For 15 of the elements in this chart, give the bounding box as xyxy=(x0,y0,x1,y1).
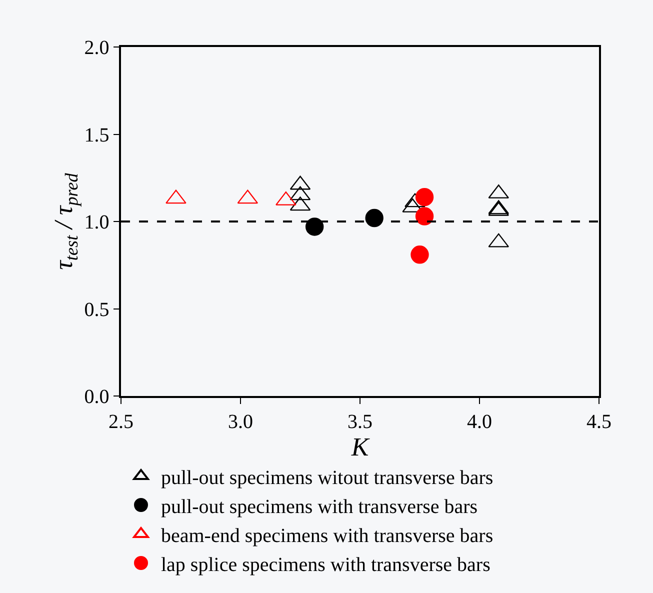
x-tick-label: 3.5 xyxy=(348,410,372,433)
y-tick-label: 2.0 xyxy=(84,37,110,59)
y-tick-label: 1.5 xyxy=(84,124,110,146)
legend-label: lap splice specimens with transverse bars xyxy=(161,554,491,576)
x-tick-label: 4.0 xyxy=(467,410,492,433)
legend-label: beam-end specimens with transverse bars xyxy=(161,524,494,547)
x-axis-title: K xyxy=(350,432,370,462)
legend-label: pull-out specimens witout transverse bars xyxy=(161,466,494,489)
y-tick-label: 0.0 xyxy=(84,386,110,408)
y-tick-label: 1.0 xyxy=(84,212,110,234)
y-tick-label: 0.5 xyxy=(84,298,110,321)
x-tick-label: 4.5 xyxy=(586,410,612,433)
legend-label: pull-out specimens with transverse bars xyxy=(161,496,478,518)
x-tick-label: 2.5 xyxy=(108,410,134,433)
x-tick-label: 3.0 xyxy=(228,410,253,433)
